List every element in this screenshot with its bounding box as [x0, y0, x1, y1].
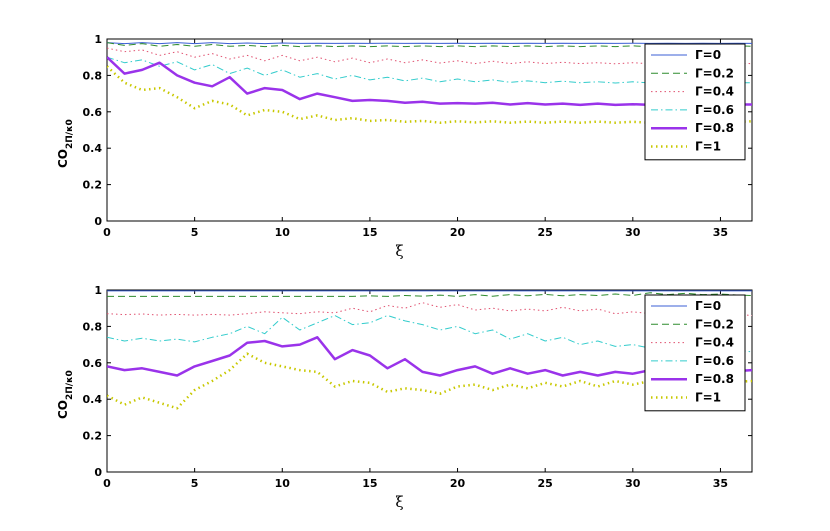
legend-box [644, 43, 746, 161]
y-axis-label: CO2Π/κ0 [56, 370, 75, 419]
x-tick-label: 35 [713, 477, 728, 490]
legend-label: Γ=0.6 [695, 103, 734, 117]
legend-label: Γ=0.8 [695, 121, 734, 135]
axes-frame [106, 38, 753, 222]
x-tick-label: 30 [625, 226, 641, 239]
x-axis-label: ξ [395, 493, 403, 511]
series-line-2 [107, 302, 752, 316]
legend-label: Γ=0.8 [695, 372, 734, 386]
x-axis-label: ξ [395, 242, 403, 260]
x-tick-label: 35 [713, 226, 728, 239]
y-tick-label: 0.4 [83, 393, 103, 406]
y-tick-label: 0.6 [83, 357, 103, 370]
x-tick-label: 25 [538, 226, 553, 239]
x-tick-label: 15 [362, 477, 377, 490]
series-line-2 [107, 47, 752, 65]
chart-bottom: 0 5 10 15 20 25 30 35 0 0.2 0.4 0.6 0.8 1 ξ CO2Π/κ0 Γ=0 Γ… [56, 284, 753, 511]
series-line-5 [107, 65, 752, 124]
legend-box [644, 294, 746, 412]
legend-label: Γ=0.6 [695, 354, 734, 368]
legend-label: Γ=0.2 [695, 66, 734, 80]
legend-label: Γ=0.4 [695, 85, 734, 99]
x-tick-label: 5 [191, 477, 199, 490]
y-axis-label: CO2Π/κ0 [56, 119, 75, 168]
x-tick-label: 20 [450, 226, 466, 239]
legend-label: Γ=0 [695, 299, 721, 313]
y-tick-label: 1 [94, 284, 102, 297]
series-line-3 [107, 315, 752, 353]
series-line-1 [107, 292, 752, 297]
legend-label: Γ=1 [695, 391, 721, 405]
x-tick-label: 30 [625, 477, 641, 490]
legend-label: Γ=1 [695, 140, 721, 154]
x-tick-label: 0 [103, 226, 111, 239]
y-tick-label: 0.2 [83, 179, 103, 192]
y-tick-label: 1 [94, 33, 102, 46]
chart-top: 0 5 10 15 20 25 30 35 0 0.2 0.4 0.6 0.8 1 ξ CO2Π/κ0 Γ=0 Γ… [56, 33, 753, 260]
y-tick-label: 0.4 [83, 142, 103, 155]
x-tick-label: 20 [450, 477, 466, 490]
x-tick-label: 5 [191, 226, 199, 239]
legend-label: Γ=0 [695, 48, 721, 62]
legend-label: Γ=0.4 [695, 336, 734, 350]
legend-label: Γ=0.2 [695, 317, 734, 331]
x-tick-label: 15 [362, 226, 377, 239]
y-tick-label: 0.8 [83, 69, 103, 82]
x-tick-label: 10 [275, 226, 291, 239]
y-tick-label: 0.6 [83, 106, 103, 119]
y-tick-label: 0 [94, 215, 102, 228]
series-line-0 [107, 42, 752, 45]
x-tick-label: 25 [538, 477, 553, 490]
y-tick-label: 0 [94, 466, 102, 479]
y-tick-label: 0.2 [83, 430, 103, 443]
y-tick-label: 0.8 [83, 320, 103, 333]
x-tick-label: 0 [103, 477, 111, 490]
x-tick-label: 10 [275, 477, 291, 490]
